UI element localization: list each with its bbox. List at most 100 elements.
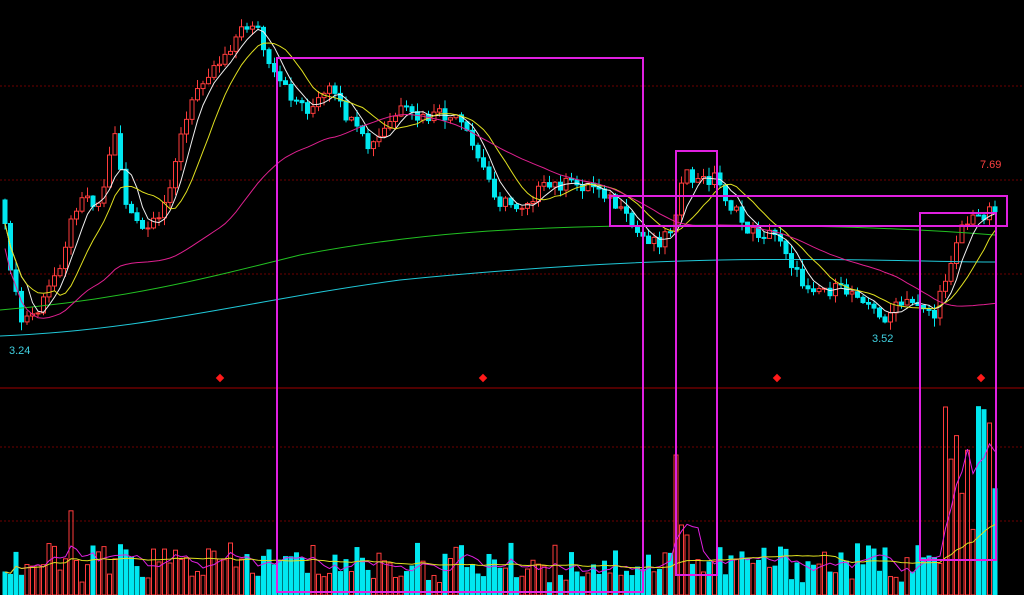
candle-body	[629, 212, 635, 227]
candle-body	[739, 206, 745, 223]
volume-bar	[569, 552, 574, 595]
candle-body	[184, 118, 189, 135]
candle-body	[277, 71, 283, 82]
volume-bar	[871, 548, 877, 595]
volume-bar	[96, 551, 101, 595]
volume-bar	[272, 564, 277, 595]
candle-body	[409, 106, 415, 113]
ma-line	[4, 28, 996, 314]
candle-body	[343, 100, 349, 121]
candle-body	[965, 223, 970, 226]
candle-body	[46, 285, 52, 298]
volume-bar	[52, 545, 57, 595]
volume-bar	[657, 569, 662, 595]
candle-body	[228, 50, 233, 55]
candle-body	[41, 296, 46, 314]
candle-body	[294, 99, 299, 102]
volume-bar	[921, 557, 926, 595]
candle-body	[750, 226, 756, 234]
volume-bar	[728, 555, 734, 595]
candle-body	[734, 206, 739, 211]
volume-bar	[739, 551, 745, 595]
candle-body	[398, 105, 404, 117]
volume-ma-line	[4, 524, 996, 574]
candle-body	[602, 188, 607, 199]
moving-averages	[0, 28, 996, 337]
candle-body	[217, 63, 222, 67]
candle-body	[299, 100, 305, 104]
highlight-box	[919, 212, 997, 561]
candle-body	[519, 207, 525, 210]
candle-body	[959, 224, 965, 244]
signal-marker	[976, 373, 986, 383]
volume-bar	[475, 573, 481, 595]
candle-body	[129, 203, 134, 214]
candle-body	[888, 312, 893, 323]
candle-body	[189, 99, 195, 120]
candle-body	[948, 262, 954, 282]
volume-bar	[211, 550, 217, 595]
candle-body	[261, 26, 266, 51]
volume-bar	[437, 581, 442, 595]
candle-body	[745, 221, 750, 234]
candle-body	[35, 312, 41, 315]
ma-line	[4, 113, 996, 319]
candle-body	[871, 303, 877, 309]
candle-body	[272, 63, 277, 73]
volume-bar	[288, 556, 294, 595]
volume-bar	[305, 572, 310, 595]
candle-body	[24, 315, 30, 323]
candle-body	[932, 309, 937, 319]
volume-bar	[932, 556, 937, 595]
candle-body	[151, 217, 156, 229]
candle-body	[646, 235, 651, 245]
volume-bar	[959, 492, 965, 595]
candle-body	[679, 182, 684, 216]
high-price-label: 7.69	[980, 159, 1001, 171]
candle-body	[552, 181, 558, 188]
volume-bar	[41, 564, 46, 595]
volume-bar	[844, 560, 849, 595]
candle-body	[651, 236, 657, 245]
candle-body	[503, 197, 508, 207]
candle-body	[904, 298, 910, 306]
candle-body	[723, 184, 728, 202]
volume-bar	[530, 559, 536, 595]
volume-bar	[470, 563, 475, 595]
candle-body	[481, 157, 486, 168]
volume-bar	[552, 544, 558, 595]
volume-bar	[156, 561, 162, 595]
volume-bar	[822, 551, 827, 595]
volume-bar	[547, 582, 552, 595]
candle-body	[354, 116, 360, 127]
volume-bar	[448, 557, 453, 595]
volume-bar	[129, 556, 134, 595]
volume-bar	[63, 558, 68, 595]
candle-body	[68, 218, 74, 248]
volume-bar	[618, 574, 624, 595]
candle-body	[811, 288, 816, 293]
candle-body	[794, 267, 800, 270]
volume-bar	[222, 559, 228, 595]
candle-body	[327, 85, 332, 94]
candle-body	[420, 113, 426, 121]
volume-bar	[833, 572, 838, 595]
volume-bar	[486, 553, 492, 595]
volume-bar	[46, 543, 52, 595]
low-price-label: 3.52	[872, 333, 893, 345]
volume-bar	[855, 543, 860, 595]
candle-body	[866, 301, 871, 305]
candle-body	[497, 196, 503, 207]
volume-bar	[580, 576, 585, 595]
volume-bar	[481, 576, 486, 595]
candle-body	[767, 229, 772, 239]
candle-body	[695, 177, 701, 183]
candle-body	[970, 214, 976, 225]
volume-bar	[382, 560, 387, 595]
volume-bar	[255, 575, 261, 595]
candle-body	[684, 169, 690, 184]
volume-bar	[343, 559, 349, 595]
low-price-label: 3.24	[9, 345, 30, 357]
candle-body	[244, 26, 250, 30]
